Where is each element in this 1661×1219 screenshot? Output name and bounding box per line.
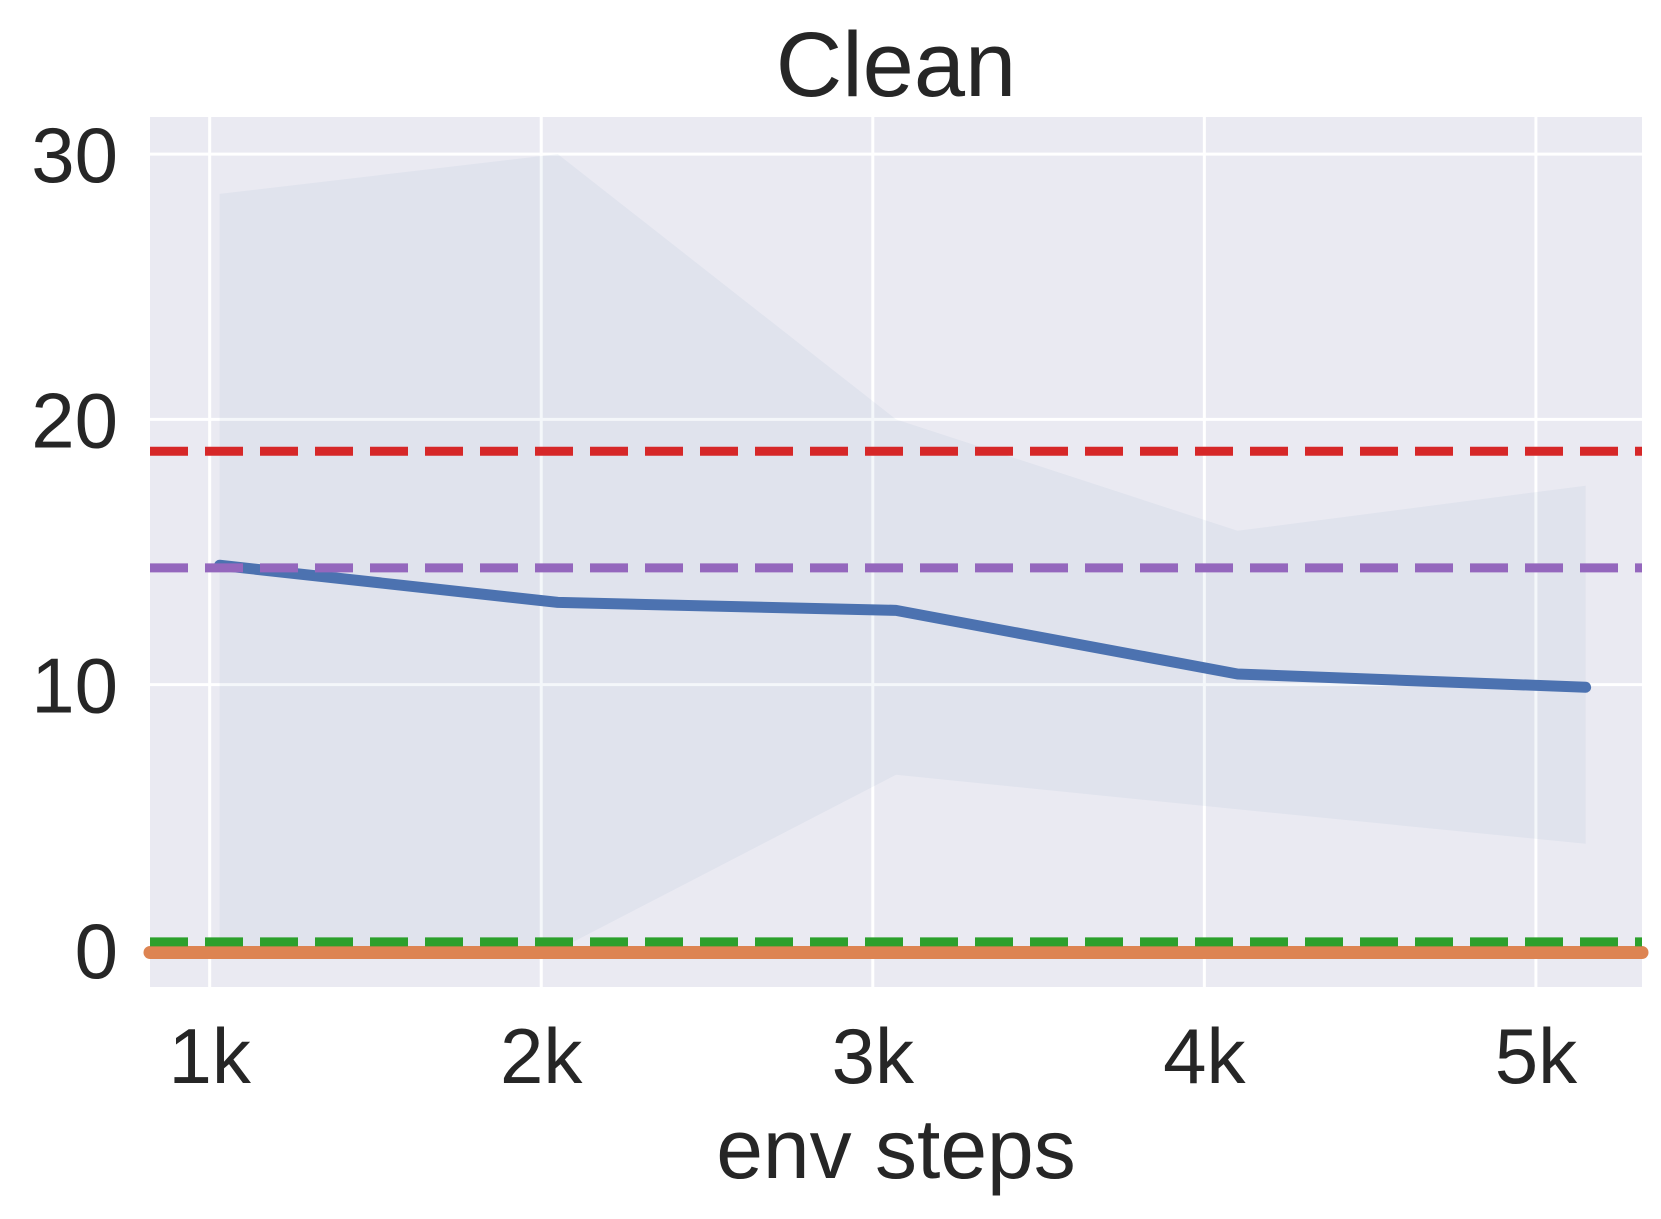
y-tick-label-0: 0: [75, 907, 118, 995]
y-tick-label-2: 20: [31, 376, 118, 464]
reference-lines: [150, 446, 1642, 947]
plot-background: [150, 117, 1642, 987]
x-tick-label-3: 4k: [1163, 1012, 1246, 1100]
x-axis-label: env steps: [716, 1102, 1076, 1196]
series-0-line: [214, 559, 1592, 693]
x-tick-label-4: 5k: [1495, 1012, 1578, 1100]
chart-title: Clean: [776, 14, 1016, 116]
y-tick-label-1: 10: [31, 642, 118, 730]
series-0-band: [219, 154, 1586, 950]
x-tick-labels: 1k 2k 3k 4k 5k: [168, 1012, 1578, 1100]
y-tick-labels: 0 10 20 30: [31, 111, 118, 995]
x-tick-label-1: 2k: [500, 1012, 583, 1100]
x-tick-label-0: 1k: [168, 1012, 251, 1100]
confidence-bands: [219, 154, 1586, 950]
x-tick-label-2: 3k: [832, 1012, 915, 1100]
series-lines: [143, 559, 1649, 960]
y-tick-label-3: 30: [31, 111, 118, 199]
